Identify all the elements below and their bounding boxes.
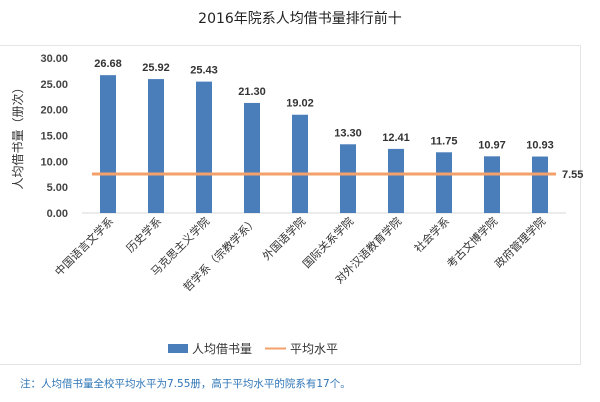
x-tick-label: 政府管理学院 [492,214,549,271]
bar [340,144,356,213]
y-tick-label: 5.00 [47,182,68,194]
bar-data-label: 13.30 [334,127,362,139]
legend-swatch-bar [168,344,188,353]
y-tick-label: 10.00 [40,156,68,168]
bar [196,81,212,213]
y-tick-label: 30.00 [40,53,68,65]
legend-label-bar: 人均借书量 [192,342,252,356]
bar-data-label: 26.68 [94,58,122,70]
bar-data-label: 21.30 [238,86,266,98]
y-tick-label: 20.00 [40,105,68,117]
bar-data-label: 10.93 [526,140,554,152]
bar [244,102,260,213]
bar-data-label: 11.75 [431,135,458,147]
bar-data-label: 10.97 [478,139,506,151]
bar-data-label: 12.41 [382,132,410,144]
footnote: 注：人均借书量全校平均水平为7.55册，高于平均水平的院系有17个。 [20,378,351,390]
y-tick-label: 0.00 [47,208,68,220]
x-tick-label: 外国语学院 [259,214,308,263]
bar [292,114,308,213]
y-axis-title: 人均借书量（册次） [11,81,25,189]
bar [484,156,500,213]
bar [100,75,116,213]
legend-label-line: 平均水平 [290,342,338,356]
bar-data-label: 25.43 [190,65,218,77]
chart-title: 2016年院系人均借书量排行前十 [198,11,402,27]
bar [388,148,404,213]
x-tick-label: 历史学系 [123,214,164,255]
chart-frame [0,45,581,365]
y-tick-label: 25.00 [40,79,68,91]
bar-data-label: 25.92 [142,62,170,74]
bar [148,79,164,213]
average-data-label: 7.55 [562,169,583,181]
x-tick-label: 社会学系 [411,214,452,255]
bar [436,152,452,213]
x-tick-label: 中国语言文学系 [52,214,116,278]
bar [532,156,548,213]
bar-data-label: 19.02 [286,98,314,110]
y-tick-label: 15.00 [40,131,68,143]
